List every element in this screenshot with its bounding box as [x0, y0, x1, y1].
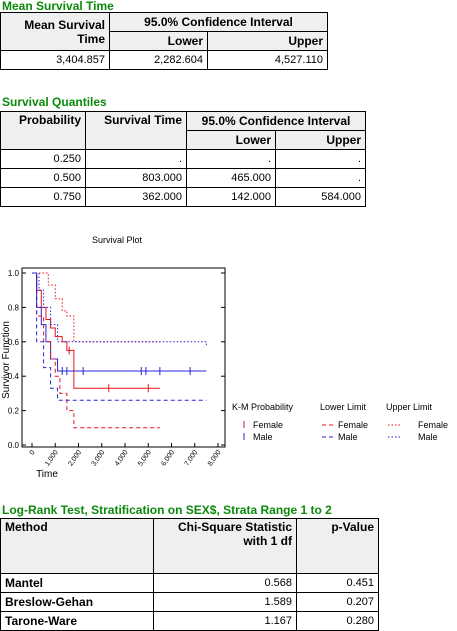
- section-title: Mean Survival Time: [2, 0, 114, 13]
- series-line: [32, 272, 207, 372]
- table: Mean Survival Time 95.0% Confidence Inter…: [0, 12, 328, 70]
- series-line: [32, 272, 207, 346]
- y-tick-label: 0.0: [8, 441, 20, 450]
- x-tick-label: 5,000: [137, 449, 153, 467]
- cell: Mantel: [0, 573, 154, 593]
- row: 0.500 803.000 465.000.: [0, 168, 366, 188]
- cell: 0.500: [0, 168, 86, 188]
- cell: Tarone-Ware: [0, 611, 154, 631]
- row: 3,404.857 2,282.604 4,527.110: [0, 50, 328, 70]
- row: Mean Survival Time 95.0% Confidence Inter…: [0, 12, 328, 51]
- row: Breslow-Gehan 1.589 0.207: [0, 592, 379, 612]
- cell: Survival Time: [85, 111, 187, 150]
- y-tick-label: 0.2: [8, 407, 20, 416]
- series-line: [32, 272, 160, 429]
- y-tick-label: 0.8: [8, 303, 20, 312]
- legend-label: Male: [253, 432, 273, 442]
- series-line: [32, 272, 160, 343]
- frame: [21, 267, 226, 448]
- cell: Upper: [275, 130, 366, 150]
- cell: Breslow-Gehan: [0, 592, 154, 612]
- section-title: Survival Quantiles: [2, 95, 107, 109]
- cell: 95.0% Confidence Interval: [109, 12, 328, 32]
- x-label: Time: [36, 469, 58, 480]
- row: Lower Upper: [1, 130, 366, 150]
- cell: 3,404.857: [0, 50, 110, 70]
- chart-title: Survival Plot: [92, 235, 143, 245]
- legend-header: Lower Limit: [320, 402, 367, 412]
- legend-label: Female: [338, 420, 368, 430]
- section-title: Log-Rank Test, Stratification on SEX$, S…: [2, 503, 332, 517]
- cell: 1.589: [153, 592, 297, 612]
- row: Mantel 0.568 0.451: [0, 573, 379, 593]
- x-tick-label: 7,000: [184, 449, 200, 467]
- legend-label: Male: [418, 432, 438, 442]
- legend-header: Upper Limit: [386, 402, 433, 412]
- x-tick-label: 4,000: [114, 449, 130, 467]
- legend-label: Female: [253, 420, 283, 430]
- cell: Probability: [0, 111, 86, 150]
- cell: 0.451: [296, 573, 379, 593]
- cell: Method: [0, 518, 154, 574]
- cell: .: [85, 149, 187, 169]
- cell: 0.207: [296, 592, 379, 612]
- cell: 142.000: [186, 187, 276, 207]
- cell: 95.0% Confidence Interval: [186, 111, 366, 131]
- cell: 803.000: [85, 168, 187, 188]
- y-tick-label: 0.6: [8, 338, 20, 347]
- legend-label: Male: [338, 432, 358, 442]
- y-tick-label: 1.0: [8, 269, 20, 278]
- row: 0.250...: [0, 149, 366, 169]
- x-tick-label: 8,000: [207, 449, 223, 467]
- cell: .: [275, 149, 366, 169]
- y-label: Survivor Function: [1, 321, 12, 399]
- table: Method Chi-Square Statistic with 1 df p-Va…: [0, 518, 379, 631]
- x-tick-label: 6,000: [160, 449, 176, 467]
- cell: Chi-Square Statistic with 1 df: [153, 518, 297, 574]
- cell: 465.000: [186, 168, 276, 188]
- cell: 0.280: [296, 611, 379, 631]
- cell: .: [275, 168, 366, 188]
- cell: 362.000: [85, 187, 187, 207]
- cell: Lower: [186, 130, 276, 150]
- chart: Survival Plot Time Survivor Function 0.0…: [1, 235, 448, 480]
- table: Probability Survival Time 95.0% Confidence…: [0, 111, 366, 207]
- cell: 4,527.110: [207, 50, 328, 70]
- cell: 1.167: [153, 611, 297, 631]
- row: Method Chi-Square Statistic with 1 df p-Va…: [0, 518, 379, 574]
- cell: 0.250: [0, 149, 86, 169]
- cell: .: [186, 149, 276, 169]
- cell: Upper: [207, 31, 328, 51]
- y-tick-label: 0.4: [8, 372, 20, 381]
- cell: 2,282.604: [109, 50, 208, 70]
- row: Tarone-Ware 1.167 0.280: [0, 611, 379, 631]
- x-tick-label: 0: [29, 449, 37, 456]
- x-tick-label: 3,000: [91, 449, 107, 467]
- x-tick-label: 2,000: [67, 449, 83, 467]
- cell: p-Value: [296, 518, 379, 574]
- cell: Lower: [109, 31, 208, 51]
- row: 0.750 362.000 142.000 584.000: [0, 187, 366, 207]
- x-tick-label: 1,000: [44, 449, 60, 467]
- cell: 0.568: [153, 573, 297, 593]
- cell: 0.750: [0, 187, 86, 207]
- legend-label: Female: [418, 420, 448, 430]
- row: Probability Survival Time 95.0% Confidence…: [0, 111, 366, 150]
- cell: 584.000: [275, 187, 366, 207]
- row: Lower Upper: [1, 31, 328, 51]
- cell: Mean Survival Time: [0, 12, 110, 51]
- legend-header: K-M Probability: [232, 402, 294, 412]
